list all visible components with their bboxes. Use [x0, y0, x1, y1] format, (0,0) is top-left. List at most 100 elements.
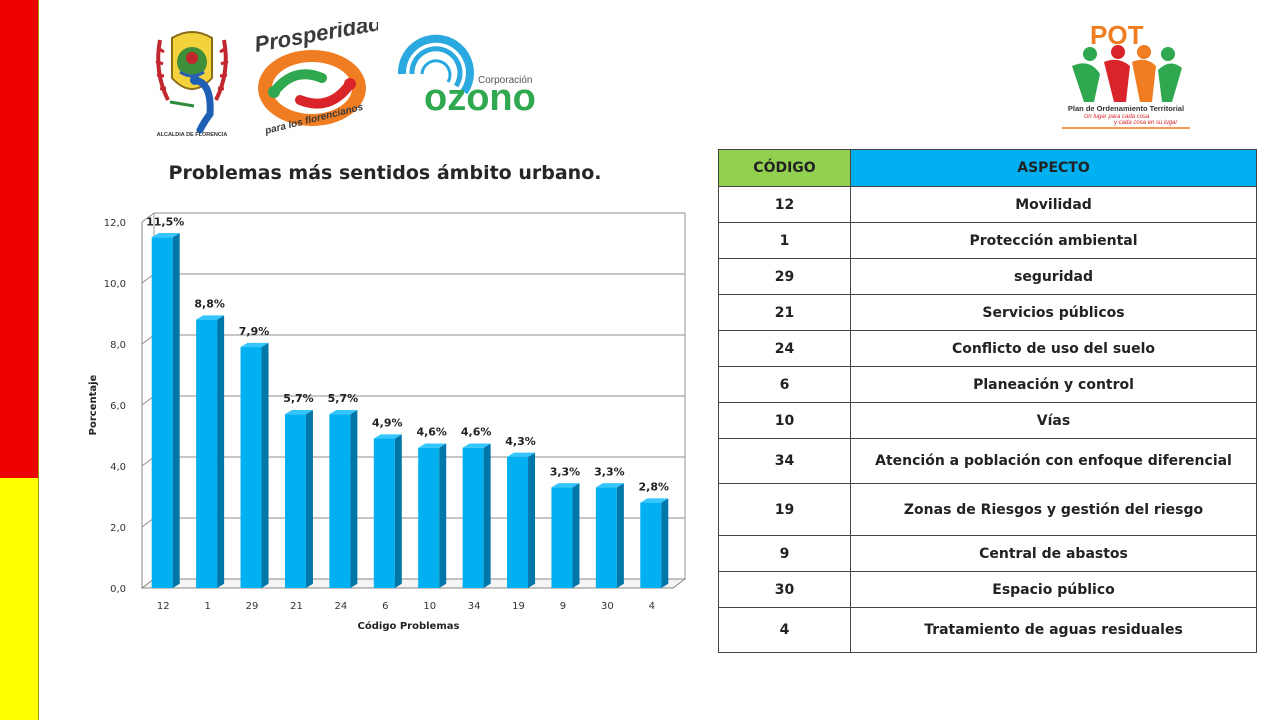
- table-row: 34 Atención a población con enfoque difer…: [718, 438, 1257, 484]
- row-aspect: Atención a población con enfoque diferen…: [850, 438, 1257, 484]
- x-tick-label: 6: [382, 601, 388, 612]
- bar: [240, 347, 262, 588]
- table-row: 9 Central de abastos: [718, 535, 1257, 572]
- row-code: 29: [718, 258, 851, 295]
- x-tick-label: 30: [601, 601, 614, 612]
- prosperidad-logo: Prosperidad para los florencianos: [253, 22, 378, 137]
- pot-caption: Plan de Ordenamiento Territorial: [1068, 104, 1184, 113]
- bar-side: [217, 315, 225, 588]
- y-tick-label: 12,0: [104, 218, 126, 229]
- y-tick-label: 6,0: [110, 401, 126, 412]
- row-code: 10: [718, 402, 851, 439]
- gridline-side: [141, 212, 155, 223]
- bar-top: [595, 483, 624, 488]
- row-aspect: Servicios públicos: [850, 294, 1257, 331]
- bar-top: [240, 342, 269, 348]
- row-aspect: Tratamiento de aguas residuales: [850, 607, 1257, 653]
- row-aspect: Conflicto de uso del suelo: [850, 330, 1257, 367]
- ozono-corporacion: Corporación: [478, 75, 532, 86]
- bar-top: [551, 483, 580, 488]
- bar: [640, 502, 662, 588]
- x-tick-label: 29: [246, 601, 259, 612]
- row-code: 30: [718, 571, 851, 608]
- bar-top: [329, 409, 358, 415]
- bar: [418, 447, 440, 588]
- data-label: 2,8%: [639, 481, 670, 494]
- bar-side: [528, 452, 536, 588]
- row-aspect: Planeación y control: [850, 366, 1257, 403]
- row-aspect: Zonas de Riesgos y gestión del riesgo: [850, 483, 1257, 536]
- x-tick-label: 19: [512, 601, 525, 612]
- bar: [151, 237, 173, 588]
- bar-side: [572, 483, 580, 588]
- data-label: 11,5%: [146, 215, 184, 228]
- row-code: 12: [718, 186, 851, 223]
- bar-side: [172, 233, 180, 589]
- bar-top: [151, 233, 180, 238]
- bar-side: [394, 434, 402, 588]
- pot-logo: POT Plan de Ordenamiento Territorial Un …: [1062, 20, 1190, 129]
- data-label: 3,3%: [550, 465, 581, 478]
- row-aspect: Central de abastos: [850, 535, 1257, 572]
- x-tick-label: 1: [204, 601, 210, 612]
- bar-side: [439, 443, 447, 588]
- x-tick-label: 10: [423, 601, 436, 612]
- row-aspect: Espacio público: [850, 571, 1257, 608]
- bar: [507, 456, 529, 588]
- bar-side: [350, 409, 358, 588]
- x-tick-label: 34: [468, 601, 481, 612]
- y-tick-label: 4,0: [110, 462, 126, 473]
- bar: [462, 447, 484, 588]
- data-label: 4,6%: [416, 426, 447, 439]
- x-tick-label: 9: [560, 601, 566, 612]
- table-row: 21 Servicios públicos: [718, 294, 1257, 331]
- alcaldia-seal-logo: ALCALDIA DE FLORENCIA: [155, 31, 229, 138]
- pot-slogan-1: Un lugar para cada cosa: [1084, 114, 1150, 120]
- table-row: 1 Protección ambiental: [718, 222, 1257, 259]
- row-code: 4: [718, 607, 851, 653]
- bar-side: [261, 342, 269, 588]
- bar-top: [507, 452, 536, 457]
- row-code: 34: [718, 438, 851, 484]
- row-aspect: Vías: [850, 402, 1257, 439]
- bar: [373, 438, 395, 588]
- table-row: 24 Conflicto de uso del suelo: [718, 330, 1257, 367]
- pot-wordmark: POT: [1090, 20, 1144, 50]
- row-code: 6: [718, 366, 851, 403]
- bar-top: [418, 443, 447, 448]
- bar: [595, 487, 617, 588]
- row-code: 19: [718, 483, 851, 536]
- header-codigo: CÓDIGO: [718, 149, 851, 187]
- table-header-row: CÓDIGO ASPECTO: [718, 149, 1257, 187]
- data-label: 4,9%: [372, 417, 403, 430]
- y-tick-label: 10,0: [104, 279, 126, 290]
- table-row: 29 seguridad: [718, 258, 1257, 295]
- row-aspect: seguridad: [850, 258, 1257, 295]
- table-row: 6 Planeación y control: [718, 366, 1257, 403]
- y-tick-label: 0,0: [110, 584, 126, 595]
- bar: [551, 487, 573, 588]
- row-aspect: Movilidad: [850, 186, 1257, 223]
- y-axis-title: Porcentaje: [88, 374, 99, 435]
- plot-floor: [140, 578, 687, 589]
- table-row: 19 Zonas de Riesgos y gestión del riesgo: [718, 483, 1257, 536]
- chart-title: Problemas más sentidos ámbito urbano.: [168, 162, 602, 184]
- left-yellow-band: [0, 478, 39, 720]
- data-label: 8,8%: [194, 298, 225, 311]
- data-label: 4,3%: [505, 435, 536, 448]
- x-tick-label: 12: [157, 601, 170, 612]
- row-code: 9: [718, 535, 851, 572]
- row-aspect: Protección ambiental: [850, 222, 1257, 259]
- alcaldia-caption: ALCALDIA DE FLORENCIA: [157, 132, 228, 138]
- bar-top: [284, 409, 313, 415]
- x-axis-title: Código Problemas: [358, 620, 460, 632]
- bar-side: [483, 443, 491, 588]
- table-row: 12 Movilidad: [718, 186, 1257, 223]
- bar-top: [196, 315, 225, 320]
- x-tick-label: 21: [290, 601, 303, 612]
- bar-side: [661, 498, 669, 588]
- row-code: 21: [718, 294, 851, 331]
- ozono-wordmark: ozono: [424, 77, 536, 118]
- bar: [196, 319, 218, 588]
- row-code: 24: [718, 330, 851, 367]
